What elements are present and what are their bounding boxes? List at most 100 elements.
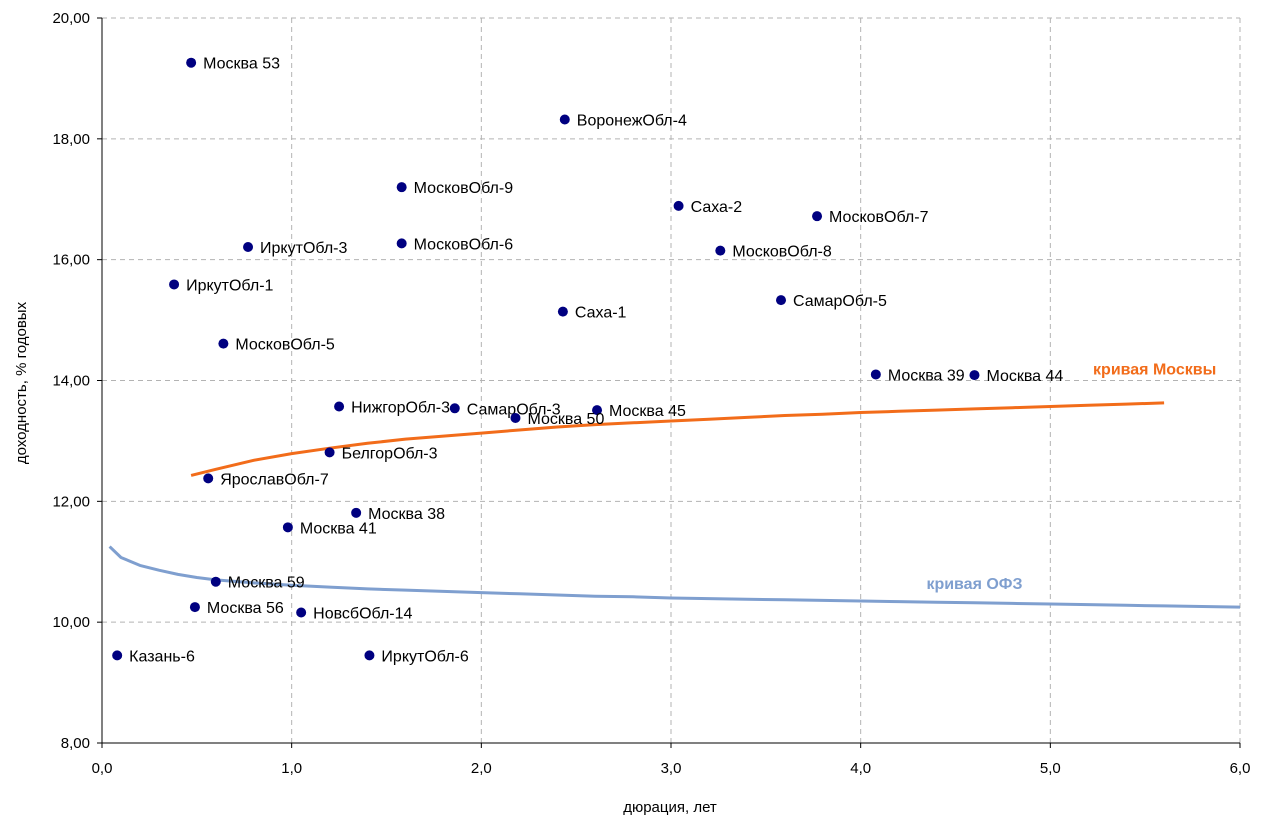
data-point: СамарОбл-5	[776, 293, 887, 310]
point-marker	[186, 57, 197, 68]
x-tick-label: 1,0	[281, 760, 302, 777]
data-point: Москва 45	[592, 403, 686, 420]
data-point: БелгорОбл-3	[324, 445, 438, 462]
data-point: ВоронежОбл-4	[559, 113, 687, 130]
point-label: ЯрославОбл-7	[220, 471, 329, 488]
data-point: СамарОбл-3	[449, 401, 561, 418]
point-marker	[218, 338, 229, 349]
axes	[97, 17, 1241, 748]
curve-label: кривая Москвы	[1093, 361, 1216, 378]
point-label: Москва 44	[986, 368, 1063, 385]
point-marker	[449, 403, 460, 414]
point-label: МосковОбл-8	[732, 244, 832, 261]
point-marker	[296, 607, 307, 618]
data-point: Москва 50	[510, 411, 604, 428]
tick-labels: 0,0 1,0 2,0 3,0 4,0 5,0 6,0 8,00 10,00 12,00 14,00…	[52, 10, 1250, 777]
data-point: НовсбОбл-14	[296, 606, 413, 623]
point-label: Саха-1	[575, 305, 627, 322]
data-point: Москва 39	[870, 367, 965, 384]
point-label: Казань-6	[129, 648, 195, 665]
point-label: Москва 59	[228, 575, 305, 592]
point-marker	[243, 241, 254, 252]
data-point: Саха-2	[673, 199, 742, 216]
point-marker	[189, 602, 200, 613]
x-tick-label: 2,0	[471, 760, 492, 777]
point-marker	[351, 507, 362, 518]
point-marker	[870, 369, 881, 380]
y-tick-label: 20,00	[52, 10, 90, 27]
point-label: Москва 45	[609, 403, 686, 420]
x-tick-label: 4,0	[850, 760, 871, 777]
point-label: БелгорОбл-3	[342, 445, 438, 462]
data-point: ИркутОбл-3	[243, 240, 348, 257]
x-tick-label: 6,0	[1230, 760, 1251, 777]
y-axis-label: доходность, % годовых	[13, 301, 30, 464]
y-tick-label: 12,00	[52, 493, 90, 510]
point-label: НижгорОбл-3	[351, 399, 450, 416]
point-label: ИркутОбл-1	[186, 277, 273, 294]
point-label: Москва 50	[527, 411, 604, 428]
data-point: МосковОбл-9	[396, 180, 514, 197]
data-point: МосковОбл-8	[715, 244, 832, 261]
point-label: СамарОбл-3	[467, 401, 561, 418]
data-points: Москва 53 ВоронежОбл-4 МосковОбл-9 Саха-2 Мо…	[112, 56, 1063, 665]
data-point: ЯрославОбл-7	[203, 471, 329, 488]
point-label: Москва 56	[207, 600, 284, 617]
data-point: Саха-1	[557, 305, 627, 322]
point-label: МосковОбл-6	[414, 236, 514, 253]
point-marker	[324, 447, 335, 458]
point-label: ИркутОбл-3	[260, 240, 347, 257]
curves	[108, 401, 1241, 609]
point-marker	[364, 650, 375, 661]
point-marker	[776, 295, 787, 306]
data-point: ИркутОбл-1	[169, 277, 274, 294]
point-label: МосковОбл-7	[829, 209, 929, 226]
point-label: МосковОбл-5	[235, 337, 335, 354]
point-label: ВоронежОбл-4	[577, 113, 687, 130]
data-point: МосковОбл-6	[396, 236, 514, 253]
point-label: ИркутОбл-6	[381, 648, 468, 665]
point-label: СамарОбл-5	[793, 293, 887, 310]
x-tick-label: 3,0	[661, 760, 682, 777]
data-point: Казань-6	[112, 648, 195, 665]
point-marker	[969, 370, 980, 381]
y-tick-label: 16,00	[52, 252, 90, 269]
point-label: Москва 41	[300, 520, 377, 537]
point-label: Москва 53	[203, 56, 280, 73]
y-tick-label: 14,00	[52, 373, 90, 390]
data-point: Москва 53	[186, 56, 280, 73]
grid-lines	[102, 17, 1241, 743]
point-marker	[396, 238, 407, 249]
y-tick-label: 8,00	[61, 735, 90, 752]
data-point: Москва 44	[969, 368, 1063, 385]
curve-line	[190, 401, 1165, 477]
data-point: Москва 38	[351, 506, 445, 523]
point-marker	[559, 114, 570, 125]
point-label: Москва 38	[368, 506, 445, 523]
x-tick-label: 0,0	[92, 760, 113, 777]
point-label: Москва 39	[888, 367, 965, 384]
data-point: Москва 59	[210, 575, 305, 592]
point-marker	[812, 211, 823, 222]
data-point: МосковОбл-5	[218, 337, 335, 354]
point-marker	[282, 522, 293, 533]
point-marker	[592, 405, 603, 416]
curve-labels: кривая Москвы кривая ОФЗ	[926, 361, 1216, 592]
point-marker	[210, 576, 221, 587]
data-point: НижгорОбл-3	[334, 399, 450, 416]
curve-label: кривая ОФЗ	[926, 576, 1022, 593]
point-marker	[673, 200, 684, 211]
point-marker	[203, 473, 214, 484]
point-marker	[510, 412, 521, 423]
point-marker	[169, 279, 180, 290]
y-tick-label: 10,00	[52, 614, 90, 631]
curve-line	[108, 545, 1241, 609]
data-point: МосковОбл-7	[812, 209, 929, 226]
point-marker	[334, 401, 345, 412]
y-tick-label: 18,00	[52, 131, 90, 148]
x-axis-label: дюрация, лет	[623, 799, 717, 816]
point-label: МосковОбл-9	[414, 180, 514, 197]
x-tick-label: 5,0	[1040, 760, 1061, 777]
data-point: Москва 56	[189, 600, 284, 617]
